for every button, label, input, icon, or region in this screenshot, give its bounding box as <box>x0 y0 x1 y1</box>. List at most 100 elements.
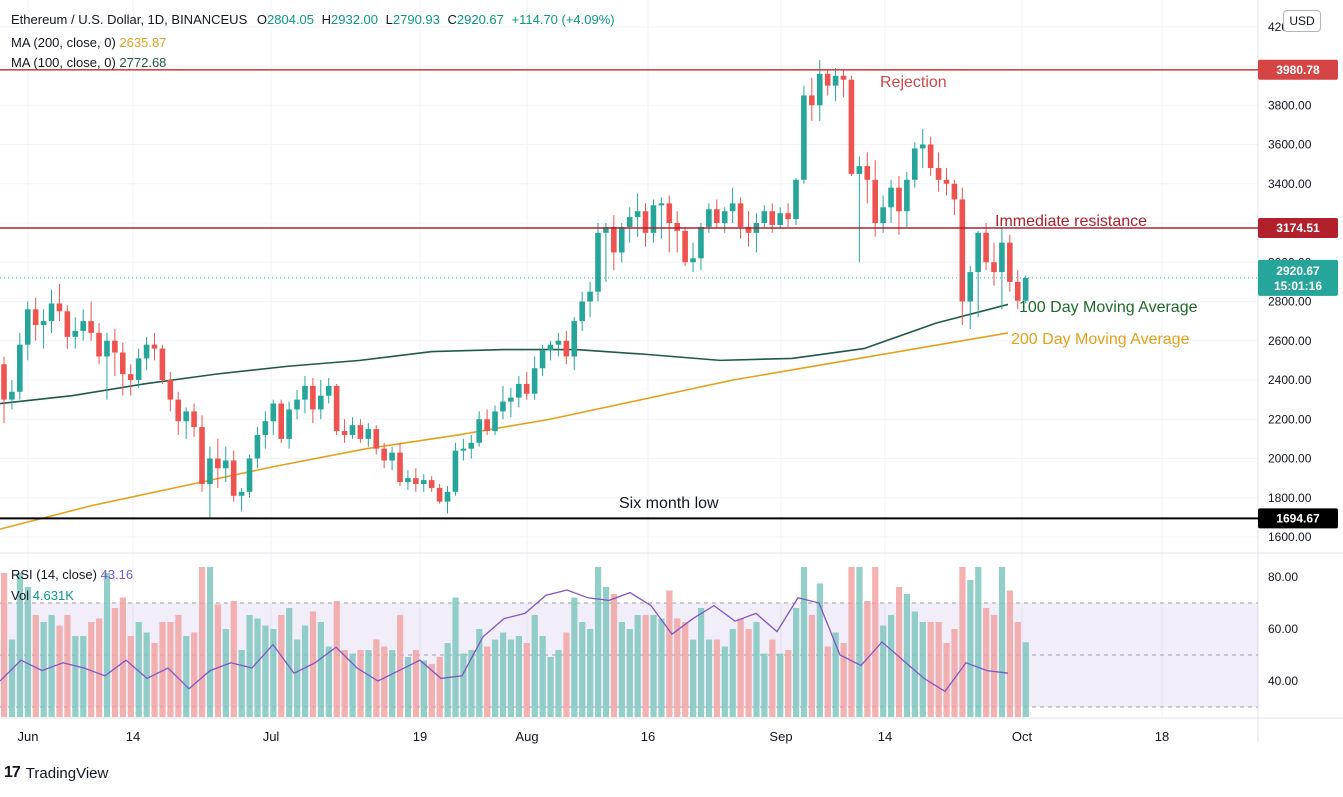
rsi-legend[interactable]: RSI (14, close) 43.16 <box>11 567 133 582</box>
candle-body <box>666 203 673 223</box>
candle-body <box>531 368 538 394</box>
candle-body <box>943 179 950 184</box>
rsi-tick-label: 80.00 <box>1268 570 1298 584</box>
candle-body <box>618 226 625 253</box>
volume-legend[interactable]: Vol 4.631K <box>11 588 74 603</box>
candle-body <box>460 448 467 451</box>
volume-bar <box>895 587 903 717</box>
volume-bar <box>8 639 16 717</box>
open-label: O <box>256 12 267 27</box>
candle-body <box>555 340 562 345</box>
volume-bar <box>373 639 380 717</box>
tradingview-brand[interactable]: 17 TradingView <box>4 764 108 782</box>
volume-bar <box>911 611 918 717</box>
time-tick-label: Aug <box>515 729 538 744</box>
volume-bar <box>436 657 443 717</box>
candle-body <box>413 478 419 485</box>
volume-bar <box>539 636 546 717</box>
candle-body <box>650 205 657 233</box>
volume-bar <box>48 615 55 717</box>
candle-body <box>484 419 490 432</box>
time-tick-label: 18 <box>1155 729 1169 744</box>
volume-bar <box>420 660 427 717</box>
volume-bar <box>690 639 697 717</box>
candle-body <box>310 385 316 410</box>
volume-bar <box>555 650 562 717</box>
volume-bars <box>1 567 1029 717</box>
volume-bar <box>119 597 126 717</box>
horizontal-lines[interactable] <box>0 68 1258 520</box>
volume-bar <box>951 629 958 717</box>
rsi-value: 43.16 <box>100 567 134 582</box>
volume-bar <box>642 615 649 717</box>
volume-bar <box>325 646 332 717</box>
candle-body <box>571 321 578 357</box>
volume-bar <box>24 587 31 717</box>
candle-body <box>991 262 997 273</box>
candle-body <box>88 321 94 333</box>
candle-body <box>230 460 237 496</box>
candles <box>1 60 1029 518</box>
ma100-legend[interactable]: MA (100, close, 0) 2772.68 <box>11 55 166 70</box>
candle-body <box>951 183 958 200</box>
candle-body <box>183 411 189 422</box>
volume-bar <box>301 625 309 717</box>
volume-bar <box>16 573 24 717</box>
volume-bar <box>515 636 522 717</box>
change-value: +114.70 (+4.09%) <box>511 12 615 27</box>
volume-bar <box>832 632 839 717</box>
volume-bar <box>674 618 681 717</box>
candle-body <box>96 332 102 357</box>
volume-bar <box>294 639 301 717</box>
candle-body <box>492 411 498 432</box>
candle-body <box>872 179 878 223</box>
volume-bar <box>214 604 222 717</box>
volume-bar <box>238 650 245 717</box>
candle-body <box>587 291 593 302</box>
last-price-countdown: 15:01:16 <box>1274 279 1322 293</box>
volume-bar <box>935 622 942 717</box>
volume-bar <box>666 590 673 717</box>
volume-bar <box>618 622 625 717</box>
volume-bar <box>824 646 831 717</box>
volume-bar <box>840 643 847 717</box>
candle-body <box>1014 281 1021 301</box>
volume-bar <box>880 625 887 717</box>
volume-bar <box>357 650 364 717</box>
candle-body <box>120 352 126 375</box>
resistance-tag-text: 3174.51 <box>1276 221 1320 235</box>
candle-body <box>436 487 443 502</box>
volume-bar <box>476 629 483 717</box>
volume-bar <box>753 622 760 717</box>
candle-body <box>737 203 744 227</box>
candle-body <box>476 419 482 443</box>
candle-body <box>896 187 902 212</box>
candle-body <box>191 411 197 428</box>
candle-body <box>286 409 292 439</box>
last-price-tag <box>1258 259 1338 296</box>
candle-body <box>143 344 150 359</box>
candle-body <box>207 458 213 485</box>
open-value: 2804.05 <box>267 12 314 27</box>
candle-body <box>199 427 205 485</box>
candle-body <box>357 425 364 439</box>
volume-bar <box>111 608 119 717</box>
candle-body <box>793 179 799 220</box>
currency-button[interactable]: USD <box>1283 10 1321 32</box>
candle-body <box>674 223 680 231</box>
candle-body <box>563 340 570 357</box>
candle-body <box>904 179 910 212</box>
candle-body <box>254 434 261 459</box>
price-tick-label: 2400.00 <box>1268 373 1312 387</box>
ma200-annotation: 200 Day Moving Average <box>1011 331 1190 348</box>
ma200-legend[interactable]: MA (200, close, 0) 2635.87 <box>11 35 166 50</box>
candle-body <box>262 421 269 435</box>
candle-body <box>959 199 966 302</box>
candle-body <box>56 303 63 312</box>
candle-body <box>278 403 284 439</box>
candle-body <box>222 460 229 469</box>
candle-body <box>397 452 403 483</box>
volume-bar <box>412 650 420 717</box>
candle-body <box>175 399 182 422</box>
